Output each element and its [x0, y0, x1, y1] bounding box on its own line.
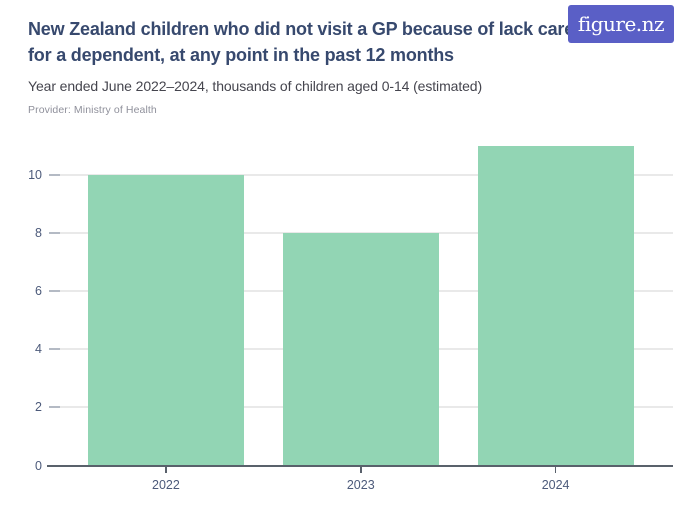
figurenz-logo-text: figure.nz	[577, 12, 665, 36]
bar[interactable]	[477, 146, 634, 466]
y-tick-label: 4	[35, 342, 42, 357]
x-tick-mark	[554, 466, 557, 473]
page-title-line-2: for a dependent, at any point in the pas…	[28, 45, 454, 65]
y-tick-label: 10	[28, 168, 42, 183]
provider-text: Provider: Ministry of Health	[28, 104, 157, 116]
page-title-line-1: New Zealand children who did not visit a…	[28, 19, 575, 39]
figurenz-logo[interactable]: figure.nz	[568, 5, 674, 43]
y-tick-mark	[49, 174, 60, 176]
y-tick-label: 6	[35, 284, 42, 299]
x-tick-label: 2022	[152, 477, 180, 492]
page-title: New Zealand children who did not visit a…	[28, 16, 574, 68]
y-tick-label: 8	[35, 226, 42, 241]
y-tick-mark	[49, 406, 60, 408]
gridline	[60, 174, 673, 176]
x-tick-label: 2024	[541, 477, 570, 492]
bar[interactable]	[87, 175, 244, 466]
x-axis-line	[47, 464, 673, 467]
y-tick-mark	[49, 348, 60, 350]
chart-subtitle: Year ended June 2022–2024, thousands of …	[28, 78, 483, 94]
x-tick-mark	[360, 466, 362, 473]
y-tick-label: 2	[35, 400, 42, 415]
bar[interactable]	[282, 233, 439, 466]
gridline	[60, 232, 673, 234]
x-tick-mark	[165, 466, 167, 473]
x-tick-label: 2023	[346, 477, 375, 492]
y-tick-mark	[49, 232, 60, 234]
y-tick-mark	[49, 290, 60, 292]
bar-chart: 0 2 4 6 8 10 2022 2023 2024	[0, 130, 700, 525]
y-tick-label: 0	[35, 458, 42, 473]
